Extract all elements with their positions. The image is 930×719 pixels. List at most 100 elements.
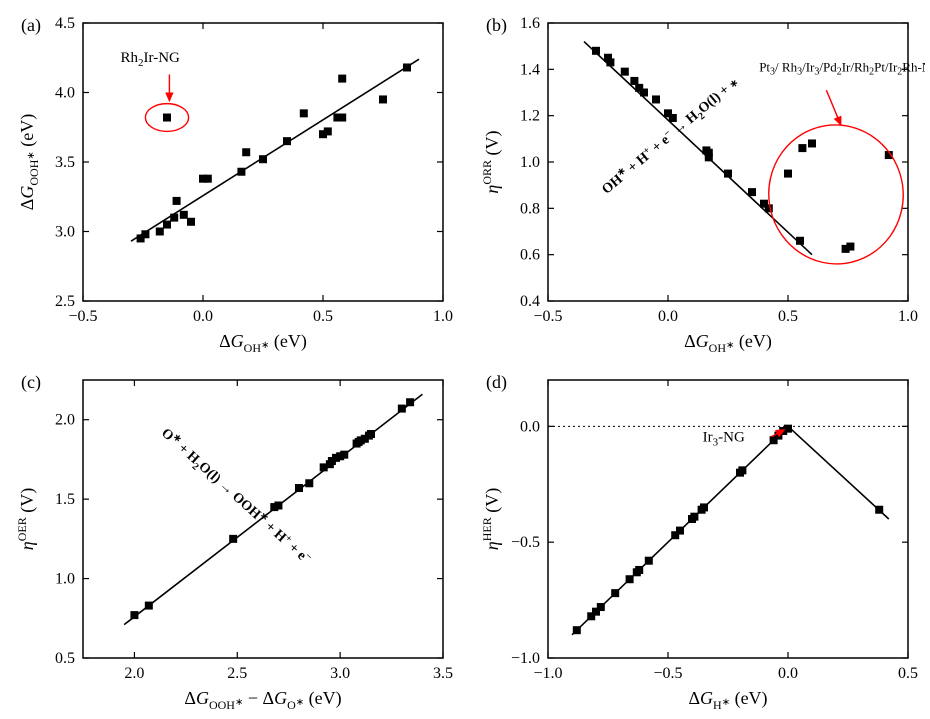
ytick-label: −1.0 bbox=[511, 650, 540, 667]
reaction-label: OH∗ + H+ + e− → H2O(l) + ∗ bbox=[598, 73, 743, 200]
data-point bbox=[403, 63, 411, 71]
data-point bbox=[367, 430, 375, 438]
ytick-label: 0.0 bbox=[520, 418, 540, 435]
data-point-outlier bbox=[808, 139, 816, 147]
panel-d: −1.0−0.50.00.5−1.0−0.50.0(d)ΔGH∗ (eV)ηHE… bbox=[470, 362, 925, 714]
outlier-label: Rh2Ir-NG bbox=[121, 50, 181, 69]
data-point bbox=[204, 175, 212, 183]
data-point bbox=[705, 153, 713, 161]
xtick-label: 0.5 bbox=[313, 308, 333, 325]
panel-label: (a) bbox=[21, 15, 41, 36]
data-point bbox=[635, 566, 643, 574]
data-point bbox=[690, 513, 698, 521]
y-axis-label: ηHER (V) bbox=[480, 488, 503, 550]
xtick-label: 0.5 bbox=[898, 665, 918, 682]
data-point bbox=[187, 218, 195, 226]
ytick-label: 0.4 bbox=[520, 293, 540, 310]
data-point bbox=[645, 557, 653, 565]
data-point bbox=[145, 602, 153, 610]
ytick-label: 2.0 bbox=[55, 412, 75, 429]
data-point bbox=[141, 230, 149, 238]
data-point bbox=[640, 89, 648, 97]
data-point-outlier bbox=[798, 144, 806, 152]
data-point bbox=[652, 95, 660, 103]
ytick-label: 0.6 bbox=[520, 247, 540, 264]
outlier-arrow bbox=[826, 90, 840, 125]
data-point bbox=[242, 148, 250, 156]
data-point bbox=[283, 137, 291, 145]
panel-label: (b) bbox=[486, 15, 507, 36]
data-point bbox=[784, 425, 792, 433]
data-point bbox=[700, 503, 708, 511]
ytick-label: −0.5 bbox=[511, 534, 540, 551]
data-point bbox=[156, 228, 164, 236]
data-point-outlier bbox=[846, 243, 854, 251]
x-axis-label: ΔGOH∗ (eV) bbox=[219, 331, 307, 355]
x-axis-label: ΔGOOH∗ − ΔGO∗ (eV) bbox=[184, 688, 341, 712]
xtick-label: 3.5 bbox=[433, 665, 453, 682]
data-point bbox=[338, 75, 346, 83]
data-point bbox=[592, 47, 600, 55]
data-point bbox=[170, 214, 178, 222]
data-point bbox=[626, 575, 634, 583]
ytick-label: 4.0 bbox=[55, 85, 75, 102]
ytick-label: 1.5 bbox=[55, 491, 75, 508]
data-point bbox=[324, 127, 332, 135]
xtick-label: 1.0 bbox=[898, 308, 918, 325]
xtick-label: −0.5 bbox=[68, 308, 97, 325]
data-point bbox=[274, 501, 282, 509]
x-axis-label: ΔGOH∗ (eV) bbox=[684, 331, 772, 355]
data-point bbox=[573, 626, 581, 634]
data-point bbox=[259, 155, 267, 163]
ytick-label: 4.5 bbox=[55, 15, 75, 32]
data-point bbox=[724, 170, 732, 178]
data-point bbox=[630, 77, 638, 85]
data-point bbox=[237, 168, 245, 176]
y-axis-label: ηORR (V) bbox=[480, 130, 503, 193]
xtick-label: −1.0 bbox=[533, 665, 562, 682]
chart-b: −0.50.00.51.00.40.60.81.01.21.41.6(b)ΔGO… bbox=[470, 5, 925, 357]
data-point bbox=[748, 188, 756, 196]
data-point bbox=[676, 527, 684, 535]
data-point bbox=[130, 611, 138, 619]
y-axis-label: ηOER (V) bbox=[15, 488, 38, 550]
xtick-label: 0.5 bbox=[778, 308, 798, 325]
xtick-label: −0.5 bbox=[653, 665, 682, 682]
x-axis-label: ΔGH∗ (eV) bbox=[688, 688, 767, 712]
panel-label: (c) bbox=[21, 372, 41, 393]
data-point-outlier bbox=[784, 170, 792, 178]
y-axis-label: ΔGOOH∗ (eV) bbox=[17, 114, 41, 210]
panel-c: 2.02.53.03.50.51.01.52.0(c)ΔGOOH∗ − ΔGO∗… bbox=[5, 362, 460, 714]
xtick-label: 1.0 bbox=[433, 308, 453, 325]
xtick-label: 0.0 bbox=[193, 308, 213, 325]
data-point bbox=[163, 221, 171, 229]
chart-d: −1.0−0.50.00.5−1.0−0.50.0(d)ΔGH∗ (eV)ηHE… bbox=[470, 362, 925, 714]
ytick-label: 1.0 bbox=[520, 154, 540, 171]
panel-label: (d) bbox=[486, 372, 507, 393]
data-point bbox=[338, 114, 346, 122]
data-point bbox=[340, 451, 348, 459]
data-point bbox=[173, 197, 181, 205]
data-point bbox=[229, 535, 237, 543]
ytick-label: 3.5 bbox=[55, 154, 75, 171]
ytick-label: 1.0 bbox=[55, 571, 75, 588]
ytick-label: 1.4 bbox=[520, 61, 540, 78]
xtick-label: 0.0 bbox=[658, 308, 678, 325]
outlier-ellipse bbox=[760, 116, 912, 272]
data-point bbox=[406, 398, 414, 406]
data-point bbox=[597, 603, 605, 611]
data-point bbox=[669, 114, 677, 122]
data-point bbox=[305, 479, 313, 487]
fit-line-right bbox=[788, 426, 889, 519]
data-point bbox=[379, 95, 387, 103]
data-point bbox=[611, 589, 619, 597]
ytick-label: 0.5 bbox=[55, 650, 75, 667]
data-point-outlier bbox=[163, 114, 171, 122]
data-point bbox=[738, 466, 746, 474]
data-point bbox=[621, 68, 629, 76]
data-point bbox=[875, 506, 883, 514]
data-point bbox=[180, 211, 188, 219]
data-point bbox=[300, 109, 308, 117]
chart-a: −0.50.00.51.02.53.03.54.04.5(a)ΔGOH∗ (eV… bbox=[5, 5, 460, 357]
xtick-label: 2.5 bbox=[227, 665, 247, 682]
